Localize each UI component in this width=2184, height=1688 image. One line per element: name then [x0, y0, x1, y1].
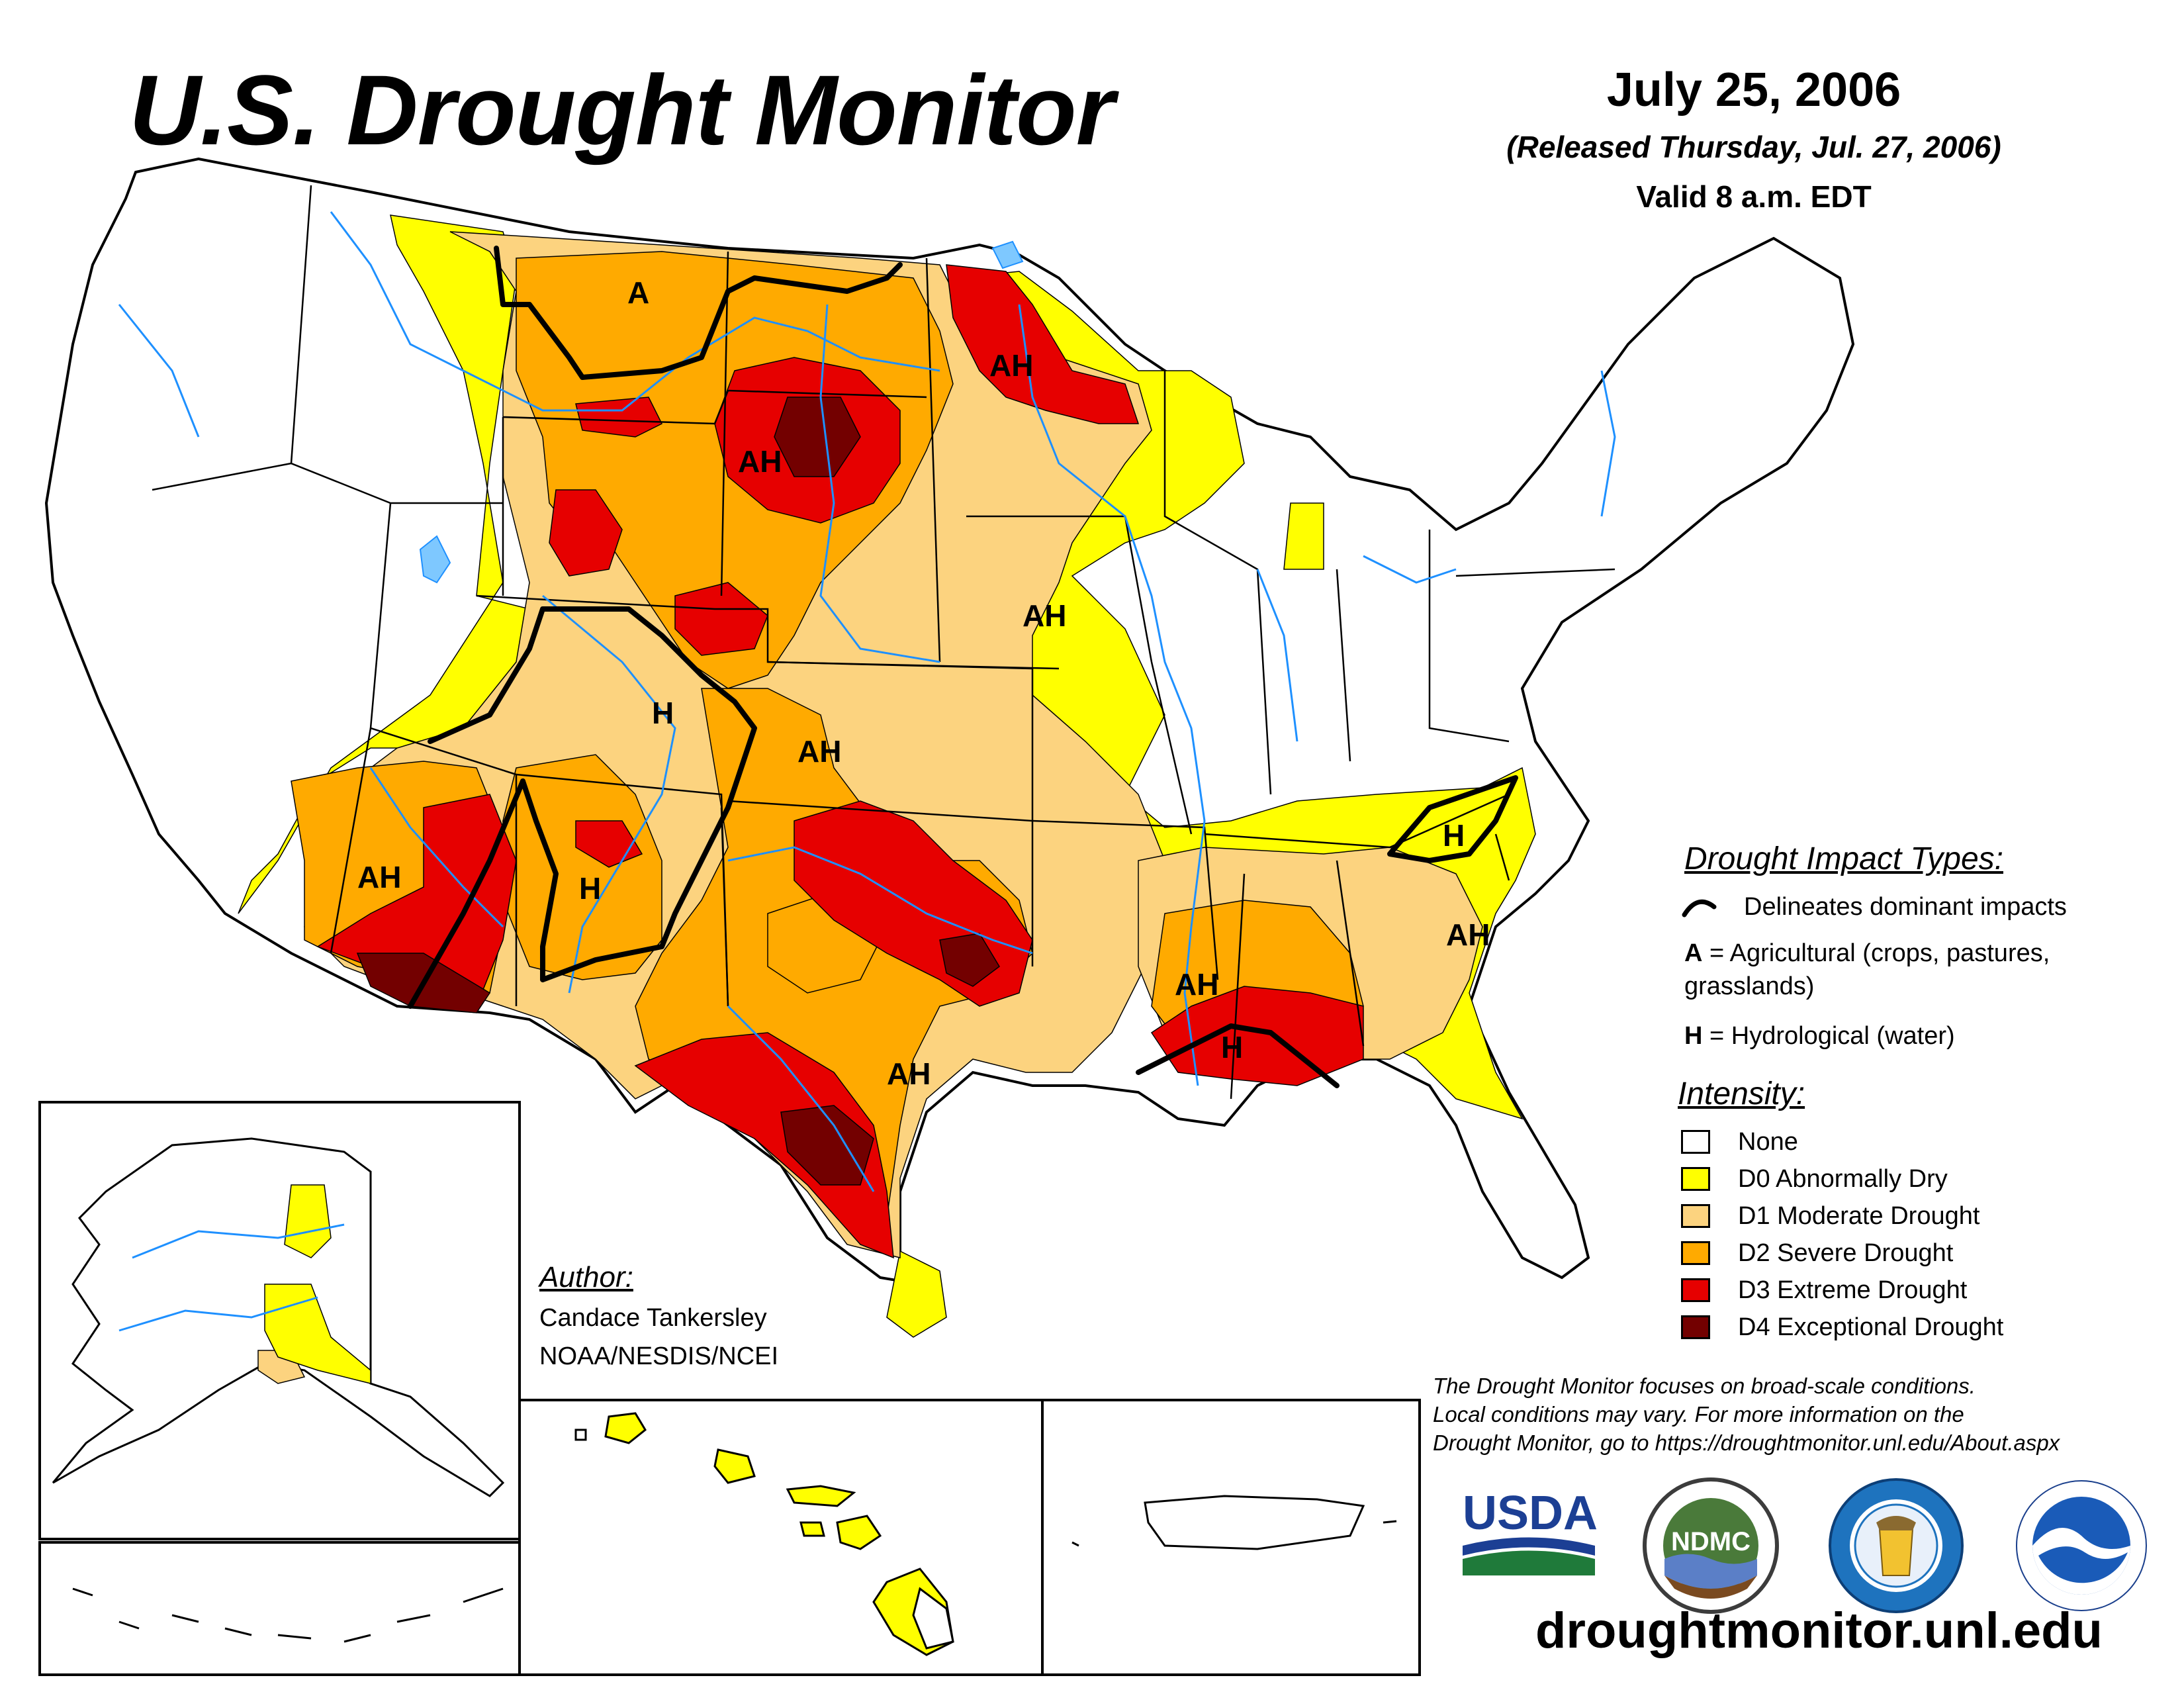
disclaimer-line: Local conditions may vary. For more info… [1433, 1402, 1964, 1427]
hawaii-islands [574, 1412, 954, 1656]
legend-swatch [1681, 1315, 1710, 1339]
impact-label: AH [797, 734, 842, 769]
legend-label: D2 Severe Drought [1738, 1239, 1954, 1267]
puerto-rico-small-islands [1071, 1520, 1397, 1547]
legend-swatch [1681, 1278, 1710, 1302]
aleutian-islands [72, 1587, 504, 1643]
impact-label: AH [1023, 598, 1067, 633]
disclaimer-line: The Drought Monitor focuses on broad-sca… [1433, 1374, 1976, 1398]
impact-label: AH [989, 348, 1034, 383]
noaa-logo [2016, 1480, 2147, 1611]
legend-item: D0 Abnormally Dry [1681, 1162, 1948, 1196]
legend-item: D4 Exceptional Drought [1681, 1311, 2003, 1344]
ndmc-logo-text: NDMC [1671, 1527, 1751, 1556]
puerto-rico-outline [1144, 1495, 1365, 1550]
legend-swatch [1681, 1167, 1710, 1191]
impact-label: AH [1175, 967, 1219, 1002]
legend-swatch [1681, 1130, 1710, 1154]
d3-areas [316, 264, 1364, 1259]
map-date: July 25, 2006 [1606, 64, 1901, 117]
author-heading: Author: [539, 1261, 633, 1293]
author-org: NOAA/NESDIS/NCEI [539, 1342, 779, 1370]
impact-lines [408, 246, 1518, 1088]
impact-label: H [579, 871, 602, 906]
agricultural-code: A [1684, 939, 1703, 967]
hydrological-text: = Hydrological (water) [1702, 1022, 1955, 1050]
intensity-title: Intensity: [1678, 1076, 1805, 1111]
impact-label: A [627, 275, 650, 310]
delineates-text: Delineates dominant impacts [1744, 893, 2067, 921]
impact-types-title: Drought Impact Types: [1684, 841, 2003, 876]
legend-item: D1 Moderate Drought [1681, 1199, 1979, 1233]
legend-item: None [1681, 1125, 1798, 1158]
inset-hawaii-frame [518, 1399, 1044, 1676]
legend-item: D2 Severe Drought [1681, 1237, 1953, 1270]
impact-label: AH [887, 1056, 931, 1091]
alaska-rivers [118, 1223, 345, 1332]
impact-label: AH [738, 444, 782, 479]
department-of-commerce-seal [1829, 1478, 1964, 1613]
impact-label: H [1443, 818, 1465, 853]
agricultural-text: = Agricultural (crops, pastures, [1702, 939, 2050, 967]
impact-line-sample-icon [1682, 899, 1717, 917]
usda-logo-text: USDA [1463, 1487, 1598, 1540]
legend-swatch [1681, 1204, 1710, 1228]
impact-label: H [1221, 1030, 1244, 1064]
impact-label: H [652, 696, 674, 730]
page-title: U.S. Drought Monitor [129, 54, 1115, 165]
legend-label: D3 Extreme Drought [1738, 1276, 1968, 1304]
disclaimer-line: Drought Monitor, go to https://droughtmo… [1433, 1430, 2060, 1455]
usda-logo: USDA [1463, 1487, 1598, 1575]
rivers [118, 211, 1616, 1192]
lake-of-the-woods [991, 240, 1024, 269]
legend-label: D1 Moderate Drought [1738, 1202, 1980, 1230]
valid-time: Valid 8 a.m. EDT [1636, 179, 1872, 214]
agricultural-legend: A = Agricultural (crops, pastures, grass… [1684, 937, 2050, 1003]
legend-label: D4 Exceptional Drought [1738, 1313, 2004, 1341]
website-url[interactable]: droughtmonitor.unl.edu [1535, 1603, 2103, 1659]
impact-label: AH [357, 860, 402, 894]
author-name: Candace Tankersley [539, 1304, 767, 1332]
legend-swatch [1681, 1241, 1710, 1265]
hydrological-legend: H = Hydrological (water) [1684, 1019, 1955, 1053]
ndmc-logo: NDMC [1643, 1477, 1779, 1614]
inset-alaska-lower [38, 1541, 521, 1676]
hydrological-code: H [1684, 1022, 1703, 1050]
legend-label: D0 Abnormally Dry [1738, 1165, 1948, 1193]
legend-item: D3 Extreme Drought [1681, 1274, 1967, 1307]
release-date: (Released Thursday, Jul. 27, 2006) [1506, 130, 2001, 164]
state-boundaries [152, 185, 1615, 1100]
great-salt-lake [419, 535, 451, 584]
legend-label: None [1738, 1128, 1798, 1156]
impact-label: AH [1446, 917, 1490, 952]
agricultural-text-cont: grasslands) [1684, 972, 1815, 1000]
